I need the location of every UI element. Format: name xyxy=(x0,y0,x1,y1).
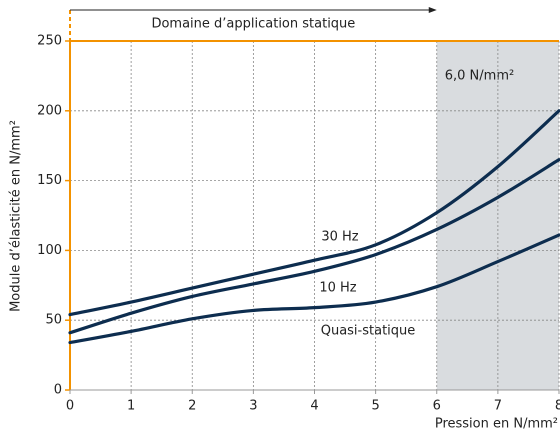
series-label: Quasi-statique xyxy=(321,324,416,339)
range-label: Domaine d’application statique xyxy=(151,17,355,32)
y-tick-label: 150 xyxy=(37,173,62,188)
series-line xyxy=(68,158,560,335)
x-tick-label: 5 xyxy=(371,399,379,414)
series-label: 10 Hz xyxy=(319,281,356,296)
x-tick-label: 3 xyxy=(249,399,257,414)
x-tick-label: 1 xyxy=(127,399,135,414)
x-tick-label: 4 xyxy=(310,399,318,414)
series-line xyxy=(68,109,560,317)
y-tick-label: 250 xyxy=(37,34,62,49)
shade-label: 6,0 N/mm² xyxy=(445,69,514,84)
y-tick-label: 200 xyxy=(37,103,62,118)
y-axis-label: Module d’élasticité en N/mm² xyxy=(9,120,24,312)
y-tick-label: 100 xyxy=(37,243,62,258)
x-tick-label: 8 xyxy=(555,399,560,414)
series-label: 30 Hz xyxy=(321,230,358,245)
x-axis-label: Pression en N/mm² xyxy=(435,417,558,432)
y-tick-label: 0 xyxy=(54,383,62,398)
x-tick-label: 6 xyxy=(433,399,441,414)
shaded-region xyxy=(436,41,559,390)
range-arrowhead xyxy=(428,7,437,13)
x-tick-label: 0 xyxy=(66,399,74,414)
series-line xyxy=(68,233,560,345)
x-tick-label: 2 xyxy=(188,399,196,414)
x-tick-label: 7 xyxy=(494,399,502,414)
y-tick-label: 50 xyxy=(45,313,62,328)
